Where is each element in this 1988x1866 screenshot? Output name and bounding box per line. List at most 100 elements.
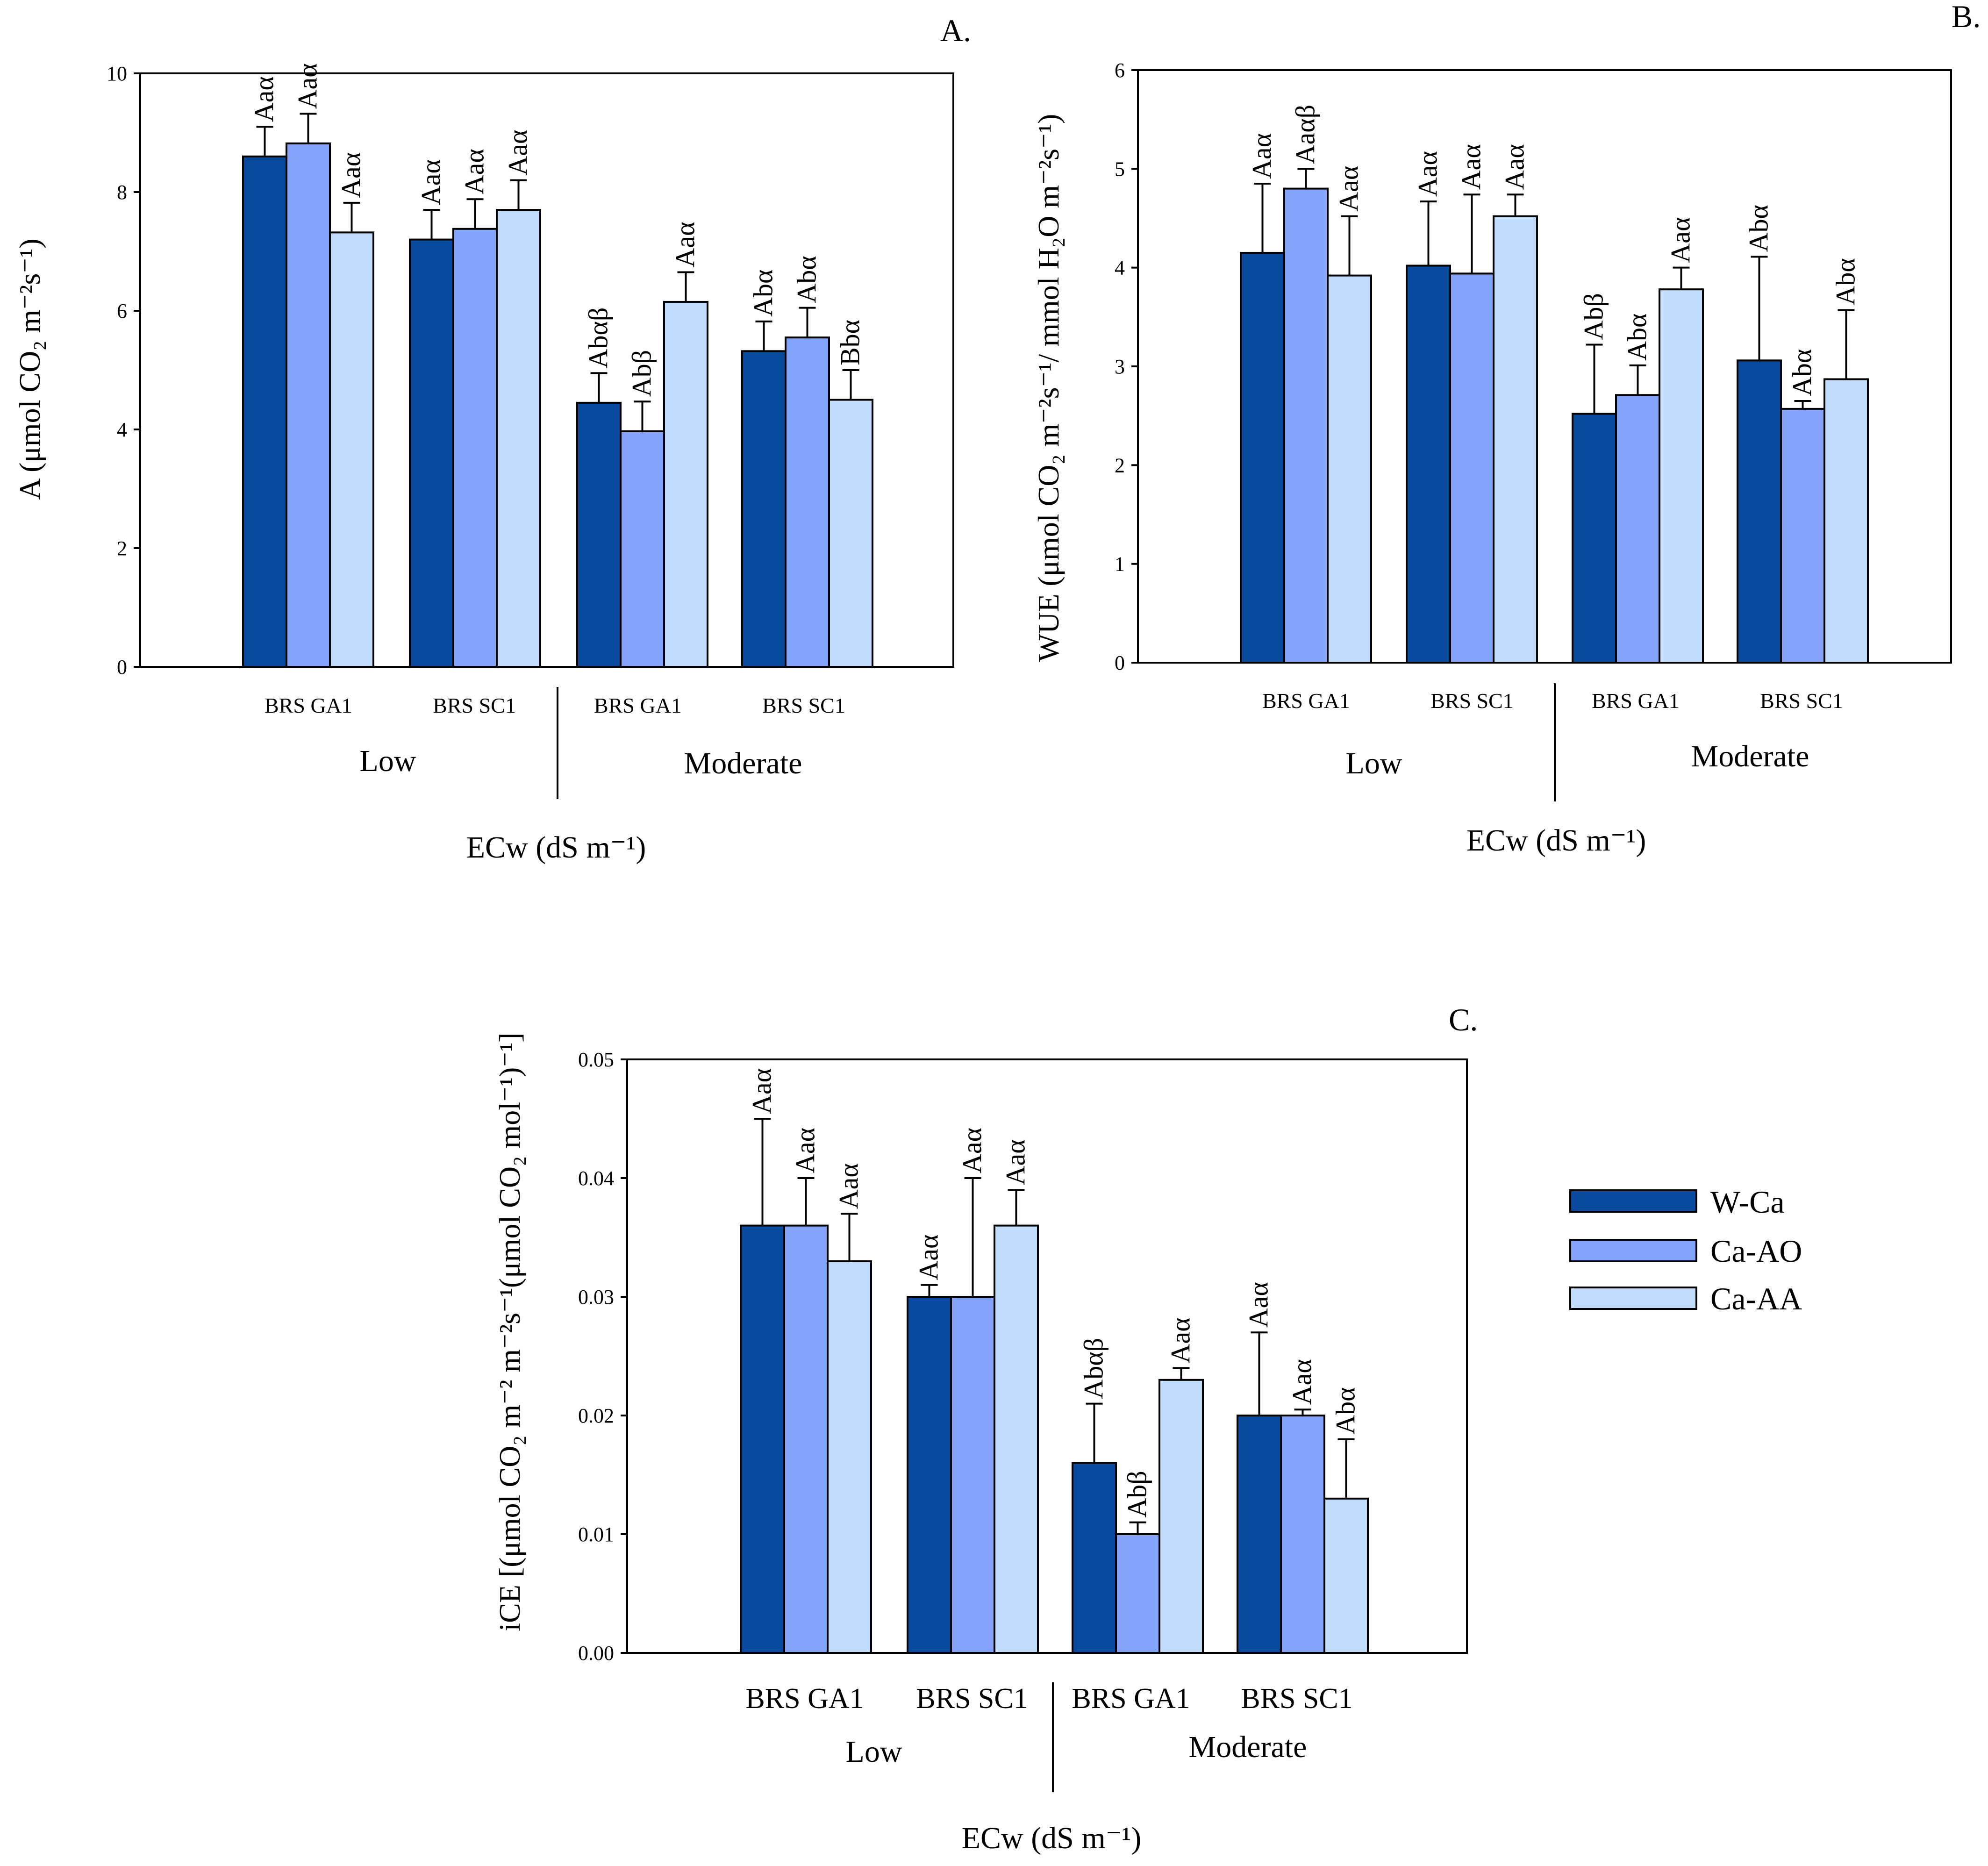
significance-label: Aaα bbox=[1334, 166, 1364, 212]
significance-label: Abαβ bbox=[1079, 1338, 1109, 1399]
legend-swatch-ca-ao bbox=[1569, 1239, 1697, 1262]
significance-labels-c: Aaα Aaα Abαβ Aaα Aaα Aaα Abβ Aaα Aaα Aaα Aaα Abα bbox=[747, 1068, 1361, 1518]
y-tick-label: 0.00 bbox=[578, 1642, 614, 1665]
significance-label: Bbα bbox=[835, 320, 865, 365]
y-tick-label: 0 bbox=[117, 656, 127, 679]
group-label-a-low: Low bbox=[360, 744, 416, 778]
y-axis-title-b: WUE (μmol CO₂ m⁻²s⁻¹/ mmol H₂O m⁻²s⁻¹) bbox=[1032, 114, 1065, 662]
category-label-c-2: BRS SC1 bbox=[916, 1683, 1028, 1715]
category-label-a-3: BRS GA1 bbox=[594, 693, 682, 717]
bar-w-ca-2 bbox=[1406, 265, 1451, 664]
category-label-a-1: BRS GA1 bbox=[265, 693, 352, 717]
bar-ca-aa-2 bbox=[994, 1224, 1039, 1654]
bar-w-ca-3 bbox=[1072, 1462, 1117, 1654]
significance-label: Aaα bbox=[1001, 1139, 1031, 1185]
significance-labels-b: Aaα Aaα Abβ Abα Aaαβ Aaα Abα Abα Aaα Aaα Aaα Abα bbox=[1247, 105, 1861, 396]
y-tick-label: 6 bbox=[117, 300, 127, 322]
bar-ca-ao-2 bbox=[452, 228, 498, 668]
bar-ca-aa-4 bbox=[1323, 1497, 1369, 1654]
bars-b bbox=[1240, 187, 1869, 664]
significance-label: Aaα bbox=[293, 63, 323, 109]
bar-w-ca-3 bbox=[576, 401, 622, 668]
category-label-b-2: BRS SC1 bbox=[1430, 689, 1514, 713]
significance-label: Aaα bbox=[834, 1163, 864, 1209]
significance-label: Abα bbox=[748, 270, 779, 317]
bar-ca-ao-3 bbox=[1115, 1533, 1160, 1654]
x-axis-title-c: ECw (dS m⁻¹) bbox=[962, 1821, 1142, 1855]
significance-label: Aaα bbox=[1456, 144, 1487, 190]
bar-w-ca-1 bbox=[740, 1224, 785, 1654]
category-label-b-1: BRS GA1 bbox=[1262, 689, 1350, 713]
legend-label-w-ca: W-Ca bbox=[1710, 1184, 1785, 1220]
y-axis-title-c: iCE [(μmol CO₂ m⁻² m⁻²s⁻¹(μmol CO₂ mol⁻¹… bbox=[493, 1032, 526, 1631]
significance-labels-a: Aaα Aaα Abαβ Abα Aaα Aaα Abβ Abα Aaα Aaα Aaα Bbα bbox=[249, 63, 865, 397]
bar-ca-aa-2 bbox=[496, 209, 541, 668]
category-label-a-4: BRS SC1 bbox=[762, 693, 845, 717]
bar-w-ca-4 bbox=[1737, 359, 1782, 664]
category-label-b-4: BRS SC1 bbox=[1760, 689, 1843, 713]
panel-label-a: A. bbox=[940, 13, 971, 48]
significance-label: Aaα bbox=[1287, 1359, 1317, 1405]
bar-ca-aa-1 bbox=[827, 1260, 872, 1654]
bar-ca-aa-1 bbox=[329, 231, 374, 668]
legend-label-ca-aa: Ca-AA bbox=[1710, 1281, 1802, 1316]
bar-w-ca-2 bbox=[907, 1296, 952, 1654]
y-tick-label: 6 bbox=[1115, 59, 1125, 82]
bar-w-ca-1 bbox=[242, 155, 287, 668]
group-label-b-low: Low bbox=[1346, 746, 1402, 780]
y-tick-label: 5 bbox=[1115, 157, 1125, 180]
panel-label-b: B. bbox=[1952, 0, 1981, 34]
significance-label: Aaα bbox=[1247, 133, 1277, 179]
bar-ca-aa-3 bbox=[663, 300, 708, 668]
significance-label: Abα bbox=[1744, 205, 1774, 252]
significance-label: Aaα bbox=[914, 1235, 944, 1280]
y-axis-a: 0 2 4 6 8 10 bbox=[107, 62, 140, 679]
bar-ca-ao-3 bbox=[1615, 394, 1660, 664]
legend-swatch-w-ca bbox=[1569, 1189, 1697, 1213]
legend-swatch-ca-aa bbox=[1569, 1287, 1697, 1310]
significance-label: Aaα bbox=[957, 1128, 987, 1173]
significance-label: Aaα bbox=[503, 130, 533, 176]
y-tick-label: 0.03 bbox=[578, 1286, 614, 1308]
y-tick-label: 0 bbox=[1115, 651, 1125, 674]
significance-label: Abβ bbox=[1579, 293, 1609, 340]
y-tick-label: 0.04 bbox=[578, 1167, 614, 1190]
significance-label: Aaα bbox=[1166, 1317, 1196, 1363]
significance-label: Aaα bbox=[416, 159, 446, 205]
y-axis-c: 0.00 0.01 0.02 0.03 0.04 0.05 bbox=[578, 1048, 627, 1665]
x-axis-title-a: ECw (dS m⁻¹) bbox=[466, 830, 646, 865]
bar-ca-aa-3 bbox=[1659, 288, 1704, 664]
plot-frame-a bbox=[139, 72, 954, 668]
bar-ca-ao-1 bbox=[1283, 187, 1329, 664]
bar-ca-ao-4 bbox=[785, 336, 830, 668]
y-tick-label: 2 bbox=[117, 537, 127, 560]
bar-ca-aa-1 bbox=[1327, 274, 1372, 664]
significance-label: Aaα bbox=[790, 1128, 821, 1173]
legend-label-ca-ao: Ca-AO bbox=[1710, 1233, 1802, 1269]
significance-label: Abα bbox=[792, 256, 822, 303]
error-bars-b bbox=[1254, 168, 1855, 414]
error-bars-a bbox=[256, 113, 859, 431]
significance-label: Aaα bbox=[249, 76, 279, 122]
significance-label: Aaα bbox=[336, 152, 366, 198]
panel-label-c: C. bbox=[1449, 1002, 1478, 1037]
bar-ca-ao-2 bbox=[950, 1296, 995, 1654]
bar-w-ca-2 bbox=[409, 238, 454, 668]
bar-ca-ao-3 bbox=[620, 430, 665, 668]
bar-ca-aa-2 bbox=[1493, 215, 1538, 664]
y-tick-label: 10 bbox=[107, 62, 127, 85]
y-axis-b: 0 1 2 3 4 5 6 bbox=[1115, 59, 1138, 674]
y-tick-label: 0.01 bbox=[578, 1523, 614, 1546]
significance-label: Aaα bbox=[1413, 151, 1443, 197]
error-bars-c bbox=[754, 1118, 1355, 1534]
panel-c: 0.000.010.020.030.040.05 AaαAaαAbαβAaαAa… bbox=[493, 1002, 1478, 1855]
significance-label: Abα bbox=[1831, 258, 1861, 305]
bars-c bbox=[740, 1224, 1369, 1654]
y-tick-label: 4 bbox=[1115, 257, 1125, 279]
significance-label: Aaα bbox=[747, 1068, 777, 1114]
y-tick-label: 1 bbox=[1115, 553, 1125, 576]
bar-ca-aa-3 bbox=[1158, 1379, 1204, 1654]
group-label-a-moderate: Moderate bbox=[684, 746, 802, 780]
